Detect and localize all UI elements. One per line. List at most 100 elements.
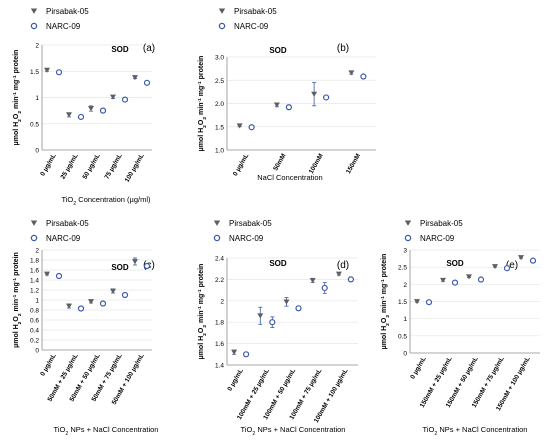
y-tick-label: 0.2	[30, 338, 39, 345]
data-point-narc	[77, 113, 85, 121]
data-point-pirsabak	[132, 75, 138, 81]
x-axis-label: NaCl Concentration	[257, 173, 322, 182]
data-point-narc	[295, 305, 302, 312]
data-point-pirsabak	[518, 255, 524, 261]
data-point-narc	[477, 276, 485, 283]
legend-marker-narc	[30, 234, 38, 242]
y-tick-label: 1.8	[30, 258, 39, 265]
y-tick-label: 2.0	[215, 101, 224, 108]
x-tick-label: 25 µg/mL	[60, 152, 80, 180]
data-point-pirsabak	[88, 299, 94, 305]
data-point-pirsabak	[88, 106, 94, 112]
chart-panel-e: Pirsabak-05 NARC-09 0 0.5 1 1.5 2 2.5 3 SOD (e) µmo…	[380, 219, 540, 437]
legend-marker-narc	[218, 22, 226, 30]
y-tick-label: 1.8	[215, 320, 224, 327]
y-tick-label: 1	[403, 316, 407, 323]
y-tick-label: 2.2	[215, 277, 224, 284]
y-tick-label: 3	[403, 248, 407, 255]
data-point-pirsabak	[231, 349, 238, 355]
y-tick-label: 2	[220, 298, 224, 305]
data-point-narc	[425, 299, 433, 306]
chart-title: SOD	[111, 263, 129, 272]
panel-label: (a)	[143, 43, 155, 54]
data-point-narc	[323, 94, 330, 101]
y-axis-label: µmol H2O2 min-1 mg-1 protein	[197, 56, 208, 152]
y-tick-label: 2	[35, 248, 39, 255]
data-point-narc	[121, 96, 129, 103]
panel-label: (d)	[337, 260, 349, 271]
y-tick-label: 1.6	[30, 268, 39, 275]
legend-marker-narc	[213, 234, 221, 242]
y-tick-label: 1.5	[30, 69, 39, 76]
legend-label: NARC-09	[46, 22, 81, 31]
data-point-narc	[121, 291, 129, 299]
data-point-pirsabak	[309, 278, 316, 284]
data-point-pirsabak	[335, 271, 342, 277]
data-point-pirsabak	[66, 112, 72, 118]
y-tick-label: 1.5	[215, 124, 224, 131]
y-tick-label: 0	[403, 351, 407, 358]
chart-panel-c: Pirsabak-05 NARC-09 0 0.2 0.4 0.6 0.8 1 1.2 1.4 1.…	[12, 219, 159, 437]
y-tick-label: 0.5	[30, 121, 39, 128]
x-tick-label: 0 µg/mL	[226, 367, 244, 392]
data-point-pirsabak	[311, 91, 318, 97]
data-point-pirsabak	[466, 274, 472, 280]
panel-label: (b)	[337, 43, 349, 54]
legend: Pirsabak-05 NARC-09	[404, 219, 463, 243]
x-axis-label: TiO2 NPs + NaCl Concentration	[241, 425, 346, 437]
y-tick-label: 2.5	[398, 265, 407, 272]
y-tick-label: 0	[35, 148, 39, 155]
data-point-pirsabak	[110, 288, 116, 294]
chart-title: SOD	[269, 46, 287, 55]
data-point-narc	[360, 73, 367, 80]
data-point-narc	[321, 284, 328, 292]
chart-title: SOD	[269, 259, 287, 268]
data-point-narc	[285, 104, 292, 111]
chart-panel-d: Pirsabak-05 NARC-09 1.4 1.6 1.8 2 2.2 2.4 SOD (d)…	[197, 219, 358, 437]
y-tick-label: 2.4	[215, 256, 224, 263]
y-tick-label: 2.5	[215, 78, 224, 85]
data-point-pirsabak	[236, 123, 243, 129]
y-tick-label: 0	[35, 348, 39, 355]
y-axis-label: µmol H2O2 min-1 mg-1 protein	[12, 252, 23, 348]
y-tick-label: 3.0	[215, 55, 224, 62]
legend-label: Pirsabak-05	[234, 7, 277, 16]
data-point-narc	[529, 257, 537, 264]
data-point-pirsabak	[44, 271, 50, 277]
data-point-pirsabak	[132, 259, 138, 265]
x-tick-label: 50 µg/mL	[82, 152, 102, 180]
x-axis-label: TiO2 Concentration (µg/ml)	[61, 195, 151, 207]
data-point-narc	[248, 124, 255, 131]
data-point-pirsabak	[348, 70, 355, 76]
data-point-pirsabak	[44, 67, 50, 73]
x-axis-label: TiO2 NPs + NaCl Concentration	[423, 425, 528, 437]
data-point-pirsabak	[110, 94, 116, 100]
data-point-pirsabak	[66, 303, 72, 309]
data-point-pirsabak	[273, 102, 280, 108]
y-tick-label: 2	[403, 282, 407, 289]
legend: Pirsabak-05 NARC-09	[30, 7, 89, 31]
legend-marker-pirsabak	[404, 220, 412, 226]
chart-panel-a: Pirsabak-05 NARC-09 0 0.5 1 1.5 2 SOD (a) µmol H2…	[12, 7, 156, 207]
y-tick-label: 0.4	[30, 328, 39, 335]
y-tick-label: 1.2	[30, 288, 39, 295]
data-point-narc	[99, 107, 107, 114]
y-tick-label: 1.6	[215, 341, 224, 348]
y-tick-label: 1.5	[398, 299, 407, 306]
data-point-narc	[269, 319, 276, 326]
x-tick-label: 150mM	[345, 153, 362, 176]
y-axis-label: µmol H2O2 min-1 mg-1 protein	[380, 254, 391, 350]
chart-title: SOD	[111, 45, 129, 54]
chart-title: SOD	[446, 259, 464, 268]
data-point-pirsabak	[283, 299, 290, 305]
legend-label: NARC-09	[420, 234, 455, 243]
y-tick-label: 1	[35, 298, 39, 305]
legend: Pirsabak-05 NARC-09	[30, 219, 89, 243]
data-point-narc	[55, 272, 63, 280]
y-tick-label: 0.8	[30, 308, 39, 315]
data-point-narc	[143, 262, 151, 270]
legend-label: Pirsabak-05	[46, 219, 89, 228]
legend-label: Pirsabak-05	[46, 7, 89, 16]
y-tick-label: 1.0	[215, 148, 224, 155]
data-point-narc	[99, 300, 107, 307]
